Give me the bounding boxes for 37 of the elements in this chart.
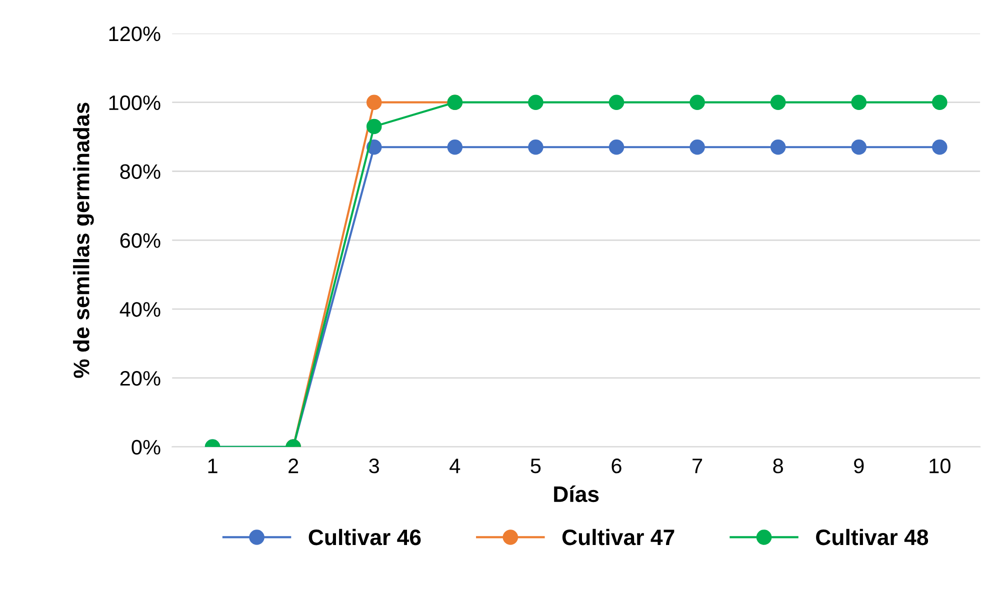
point	[932, 139, 948, 155]
y-tick-label: 0%	[132, 440, 160, 455]
y-tick-label: 20%	[120, 370, 160, 386]
point	[366, 94, 382, 110]
x-tick-label: 10	[930, 458, 950, 474]
point	[690, 139, 705, 155]
legend-label: Cultivar 47	[562, 528, 674, 546]
y-tick-label: 40%	[120, 302, 160, 317]
x-tick-label: 5	[530, 458, 541, 474]
x-tick-label: 9	[854, 458, 864, 474]
x-tick-label: 2	[288, 458, 298, 474]
point	[447, 139, 463, 155]
x-tick-label: 8	[773, 458, 783, 474]
point	[366, 118, 382, 134]
x-axis-title: Días	[554, 486, 599, 502]
y-axis-title: % de semillas germinadas	[73, 102, 94, 378]
x-tick-label: 7	[692, 458, 702, 474]
x-tick-label: 4	[450, 458, 460, 474]
y-tick-label: 60%	[120, 233, 160, 248]
x-tick-label: 6	[612, 458, 622, 474]
point	[851, 94, 867, 110]
legend-label: Cultivar 46	[308, 528, 421, 546]
point	[770, 139, 786, 155]
point	[932, 94, 948, 110]
point	[690, 94, 705, 110]
point	[608, 139, 624, 155]
y-tick-label: 100%	[109, 95, 160, 110]
legend-label: Cultivar 48	[816, 528, 928, 546]
point	[528, 94, 544, 110]
x-tick-label: 1	[208, 458, 218, 474]
point	[528, 139, 544, 155]
y-tick-label: 80%	[120, 164, 160, 180]
point	[770, 94, 786, 110]
y-tick-label: 120%	[109, 26, 160, 42]
x-tick-label: 3	[369, 458, 379, 474]
point	[608, 94, 624, 110]
point	[851, 139, 867, 155]
